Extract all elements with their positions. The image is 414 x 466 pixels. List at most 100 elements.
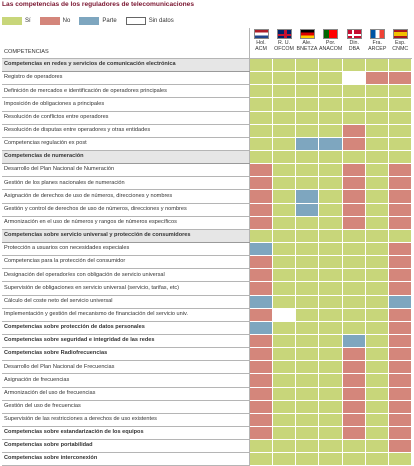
status-cell (272, 426, 296, 441)
status-cell (388, 176, 413, 191)
country-header-content: Hol. ACM (250, 28, 272, 53)
status-cell (365, 150, 390, 165)
status-cell (388, 255, 413, 270)
status-cell (318, 400, 344, 414)
status-cell (318, 84, 344, 99)
status-cell (272, 242, 296, 257)
legend-item: Parte (79, 17, 117, 25)
status-cell (295, 334, 319, 349)
status-cell (318, 124, 344, 138)
row-label: Competencias para la protección del cons… (2, 255, 250, 270)
row-label: Asignación de derechos de uso de números… (2, 189, 250, 204)
legend-swatch (39, 17, 60, 25)
status-cell (249, 111, 273, 125)
legend-label: Parte (102, 18, 117, 24)
status-cell (249, 334, 273, 349)
status-cell (365, 321, 390, 335)
status-cell (342, 321, 367, 335)
status-cell (249, 400, 273, 414)
status-cell (365, 400, 390, 414)
country-header-content: Fra. ARCEP (366, 28, 388, 53)
status-cell (365, 255, 390, 270)
status-cell (342, 216, 367, 230)
table-row: Gestión del uso de frecuencias (2, 400, 413, 414)
status-cell (249, 163, 273, 178)
status-cell (295, 124, 319, 138)
table-row: Asignación de derechos de uso de números… (2, 189, 413, 204)
es-flag-icon (392, 29, 408, 39)
status-cell (342, 176, 367, 191)
legend-swatch (2, 17, 22, 25)
status-cell (318, 150, 344, 165)
row-label: Armonización del uso de frecuencias (2, 387, 250, 401)
status-cell (342, 150, 367, 165)
status-cell (295, 111, 319, 125)
status-cell (388, 84, 413, 99)
status-cell (318, 347, 344, 362)
country-header: Esp. CNMC (388, 28, 413, 59)
status-cell (272, 360, 296, 375)
table-row: Armonización en el uso de números y rang… (2, 216, 413, 230)
status-cell (365, 71, 390, 86)
status-cell (365, 189, 390, 204)
status-cell (295, 360, 319, 375)
status-cell (318, 242, 344, 257)
country-name: Ale. (302, 40, 312, 46)
status-cell (249, 137, 273, 151)
status-cell (342, 452, 367, 466)
status-cell (342, 268, 367, 283)
country-header: Fra. ARCEP (365, 28, 390, 59)
status-cell (249, 426, 273, 441)
row-label: Competencias sobre interconexión (2, 452, 250, 466)
status-cell (272, 347, 296, 362)
status-cell (365, 334, 390, 349)
status-cell (388, 426, 413, 441)
status-cell (295, 137, 319, 151)
table-row: Armonización del uso de frecuencias (2, 387, 413, 401)
regulator-name: ACM (255, 46, 267, 53)
status-cell (388, 111, 413, 125)
legend-item: Sin datos (125, 17, 174, 25)
status-cell (388, 334, 413, 349)
row-label: Definición de mercados e identificación … (2, 84, 250, 99)
table-row: Asignación de frecuencias (2, 373, 413, 388)
section-row: Competencias de numeración (2, 150, 413, 165)
status-cell (365, 203, 390, 217)
status-cell (318, 321, 344, 335)
status-cell (295, 439, 319, 454)
row-label: Imposición de obligaciones a principales (2, 97, 250, 112)
fr-flag-icon (369, 29, 385, 39)
status-cell (295, 373, 319, 388)
status-cell (388, 321, 413, 335)
status-cell (342, 84, 367, 99)
country-header-content: R. U. OFCOM (273, 28, 295, 53)
table-row: Competencias sobre interconexión (2, 452, 413, 466)
status-cell (295, 255, 319, 270)
status-cell (295, 203, 319, 217)
legend-row: Sí No Parte Sin datos (2, 14, 412, 28)
row-label: Competencias sobre portabilidad (2, 439, 250, 454)
table-row: Gestión de los planes nacionales de nume… (2, 176, 413, 191)
status-cell (318, 111, 344, 125)
status-cell (342, 58, 367, 73)
status-cell (318, 189, 344, 204)
status-cell (295, 97, 319, 112)
status-cell (342, 413, 367, 427)
status-cell (388, 347, 413, 362)
table-row: Registro de operadores (2, 71, 413, 86)
status-cell (272, 439, 296, 454)
status-cell (318, 387, 344, 401)
table-row: Desarrollo del Plan Nacional de Frecuenc… (2, 360, 413, 375)
figure-title: Las competencias de los reguladores de t… (2, 1, 195, 8)
country-header: Ale. BNETZA (295, 28, 319, 59)
status-cell (272, 150, 296, 165)
status-cell (295, 321, 319, 335)
status-cell (318, 281, 344, 296)
status-cell (249, 347, 273, 362)
status-cell (318, 268, 344, 283)
status-cell (342, 360, 367, 375)
regulator-name: BNETZA (296, 46, 318, 53)
status-cell (388, 124, 413, 138)
status-cell (365, 295, 390, 309)
status-cell (318, 176, 344, 191)
